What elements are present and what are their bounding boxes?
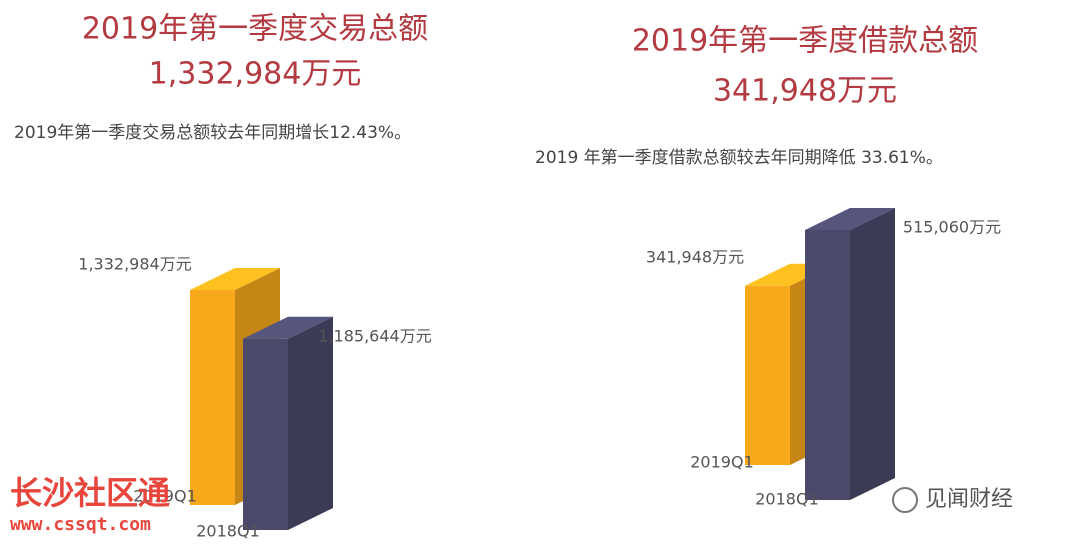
watermark-url: www.cssqt.com [10, 514, 151, 535]
bar-top [190, 268, 280, 290]
category-label: 2018Q1 [196, 522, 260, 541]
bar-top [243, 316, 333, 339]
bar-top [805, 208, 895, 230]
bar-front [745, 285, 790, 465]
brand-icon [892, 487, 918, 513]
headline: 341,948万元 [713, 74, 897, 109]
watermark-site: 长沙社区通 [10, 474, 170, 512]
subtitle: 2019年第一季度交易总额较去年同期增长12.43%。 [14, 123, 411, 143]
headline: 1,332,984万元 [149, 57, 362, 92]
category-label: 2018Q1 [755, 490, 819, 509]
value-label: 515,060万元 [903, 218, 1001, 237]
bar-front [805, 230, 850, 500]
value-label: 1,185,644万元 [318, 327, 431, 346]
chart-title: 2019年第一季度交易总额 [82, 12, 428, 47]
bar-front [190, 290, 235, 505]
watermark-brand: 见闻财经 [925, 487, 1013, 512]
bar [805, 208, 895, 500]
bar-side [288, 316, 333, 530]
bar-side [850, 208, 895, 500]
subtitle: 2019 年第一季度借款总额较去年同期降低 33.61%。 [535, 148, 943, 168]
value-label: 1,332,984万元 [78, 255, 191, 274]
bar [243, 316, 333, 530]
category-label: 2019Q1 [133, 487, 197, 506]
chart-title: 2019年第一季度借款总额 [632, 24, 978, 59]
category-label: 2019Q1 [690, 453, 754, 472]
value-label: 341,948万元 [646, 248, 744, 267]
bar-front [243, 338, 288, 530]
